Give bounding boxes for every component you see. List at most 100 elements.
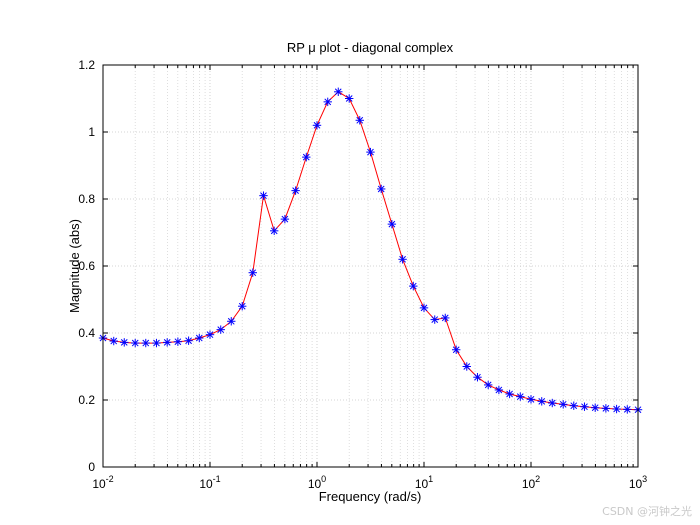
marker-stroke xyxy=(313,121,321,129)
marker-stroke xyxy=(153,339,160,347)
data-point-marker xyxy=(248,268,257,277)
x-tick-labels: 10-2 10-1 100 101 102 103 xyxy=(92,474,647,491)
marker-stroke xyxy=(452,346,460,354)
data-point-marker xyxy=(398,255,407,264)
x-tick-label: 102 xyxy=(522,474,540,491)
x-tick-label: 10-2 xyxy=(92,474,113,491)
marker-stroke xyxy=(163,339,171,346)
chart-title: RP μ plot - diagonal complex xyxy=(287,40,454,55)
marker-stroke xyxy=(474,373,481,381)
data-point-marker xyxy=(452,345,461,354)
marker-stroke xyxy=(591,404,599,412)
data-point-marker xyxy=(462,362,471,371)
marker-stroke xyxy=(495,386,503,394)
marker-stroke xyxy=(270,227,278,235)
data-point-marker xyxy=(345,94,354,103)
data-point-marker xyxy=(323,97,332,107)
marker-stroke xyxy=(581,403,588,411)
data-point-marker xyxy=(312,121,322,130)
marker-stroke xyxy=(260,192,267,200)
marker-stroke xyxy=(506,390,513,398)
data-point-marker xyxy=(162,338,172,347)
data-point-marker xyxy=(569,401,578,410)
x-tick-label: 103 xyxy=(629,474,647,491)
marker-stroke xyxy=(185,337,192,345)
marker-stroke xyxy=(302,153,310,161)
data-point-marker xyxy=(419,303,429,313)
data-point-marker xyxy=(131,338,140,348)
marker-stroke xyxy=(174,338,182,346)
x-axis-label: Frequency (rad/s) xyxy=(319,489,422,504)
data-point-marker xyxy=(430,315,439,324)
marker-stroke xyxy=(217,326,225,334)
marker-stroke xyxy=(131,339,139,347)
data-point-marker xyxy=(227,317,236,326)
data-point-marker xyxy=(387,219,397,229)
data-point-marker xyxy=(205,330,215,339)
marker-stroke xyxy=(548,399,556,407)
marker-stroke xyxy=(334,88,342,96)
data-point-marker xyxy=(291,186,300,195)
data-point-marker xyxy=(526,395,536,404)
data-point-marker xyxy=(152,338,161,348)
marker-stroke xyxy=(110,337,118,345)
grid-lines xyxy=(103,65,638,467)
marker-stroke xyxy=(324,98,332,106)
marker-stroke xyxy=(623,406,631,413)
marker-stroke xyxy=(441,314,449,322)
marker-stroke xyxy=(142,339,150,347)
data-point-marker xyxy=(494,385,504,395)
data-point-marker xyxy=(409,281,418,291)
marker-stroke xyxy=(420,304,428,312)
y-tick-labels: 0 0.2 0.4 0.6 0.8 1 1.2 xyxy=(78,58,95,474)
data-point-marker xyxy=(483,380,493,390)
data-point-marker xyxy=(184,336,193,345)
data-point-marker xyxy=(580,402,589,411)
marker-stroke xyxy=(367,148,374,156)
marker-stroke xyxy=(409,282,417,290)
data-point-marker xyxy=(120,338,129,347)
data-point-marker xyxy=(623,405,632,414)
marker-stroke xyxy=(345,95,353,102)
marker-stroke xyxy=(281,215,289,223)
y-tick-label: 0.4 xyxy=(78,326,95,340)
data-point-marker xyxy=(334,87,343,96)
y-tick-label: 0.2 xyxy=(78,393,95,407)
data-point-marker xyxy=(612,404,621,414)
x-tick-label: 100 xyxy=(308,474,326,491)
data-point-marker xyxy=(173,337,183,346)
data-point-marker xyxy=(366,147,375,157)
marker-stroke xyxy=(120,339,128,346)
data-point-marker xyxy=(195,333,204,343)
data-point-marker xyxy=(238,302,247,311)
data-point-marker xyxy=(141,338,150,348)
marker-stroke xyxy=(516,393,524,401)
y-tick-label: 0.6 xyxy=(78,259,95,273)
marker-stroke xyxy=(388,220,396,228)
data-point-marker xyxy=(601,404,611,413)
marker-stroke xyxy=(249,269,257,277)
x-tick-label: 10-1 xyxy=(199,474,220,491)
data-point-marker xyxy=(280,214,290,224)
marker-stroke xyxy=(570,402,578,410)
data-point-marker xyxy=(269,226,279,236)
y-tick-label: 0.8 xyxy=(78,192,95,206)
data-point-marker xyxy=(376,184,386,194)
data-point-marker xyxy=(355,116,364,125)
marker-stroke xyxy=(356,116,364,124)
data-point-marker xyxy=(109,336,118,346)
watermark: CSDN @河钟之光 xyxy=(602,505,692,518)
data-point-marker xyxy=(548,398,557,408)
marker-stroke xyxy=(484,381,492,389)
marker-group xyxy=(98,87,643,414)
marker-stroke xyxy=(527,395,535,403)
marker-stroke xyxy=(292,187,299,195)
x-tick-label: 101 xyxy=(415,474,433,491)
marker-stroke xyxy=(559,400,567,408)
marker-stroke xyxy=(399,255,406,263)
data-point-marker xyxy=(302,152,311,162)
marker-stroke xyxy=(238,302,246,310)
marker-stroke xyxy=(227,317,235,325)
y-axis-label: Magnitude (abs) xyxy=(67,219,82,313)
y-tick-label: 1.2 xyxy=(78,58,95,72)
